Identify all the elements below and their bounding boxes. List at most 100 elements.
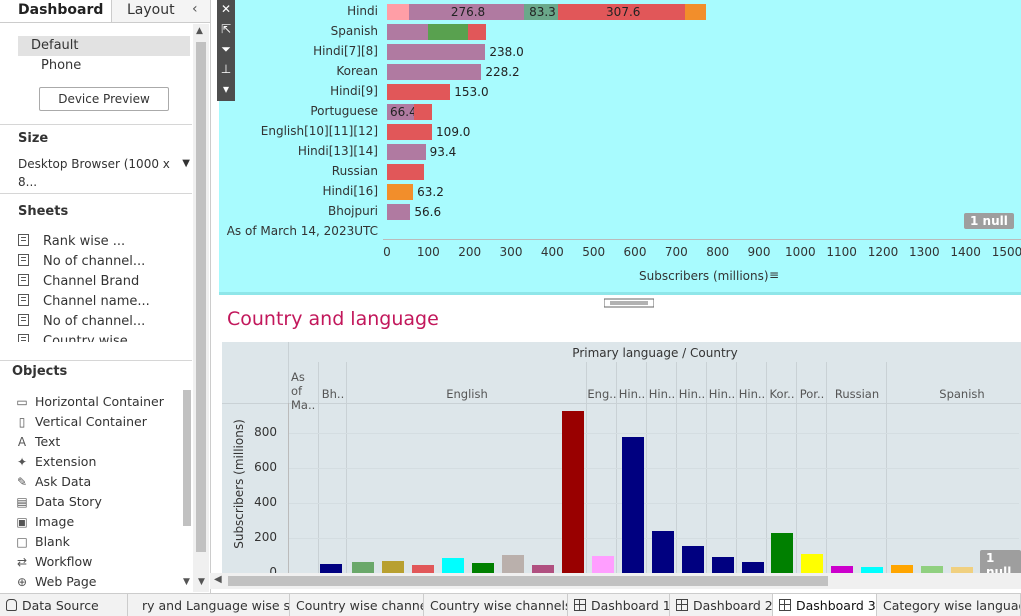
column-bar[interactable]: [861, 566, 883, 573]
column-bar[interactable]: [442, 558, 464, 573]
column-header[interactable]: Eng..: [587, 387, 617, 401]
null-indicator-badge[interactable]: 1 null: [980, 550, 1021, 573]
scroll-up-icon[interactable]: ▲: [196, 26, 203, 36]
sheet-item[interactable]: No of channel...: [18, 312, 145, 332]
column-header[interactable]: Por..: [799, 387, 825, 401]
device-phone[interactable]: Phone: [41, 58, 82, 73]
column-bar[interactable]: [771, 533, 793, 573]
object-item[interactable]: ▤ Data Story: [15, 492, 102, 512]
object-item[interactable]: ▯ Vertical Container: [15, 412, 147, 432]
close-icon[interactable]: ✕: [220, 2, 232, 16]
device-default[interactable]: Default: [18, 36, 190, 56]
column-bar[interactable]: [831, 566, 853, 573]
sheet-tab[interactable]: ry and Language wise sub...: [128, 594, 290, 616]
column-bar[interactable]: [592, 555, 614, 573]
column-bar[interactable]: [532, 565, 554, 573]
column-header[interactable]: Hin..: [708, 387, 736, 401]
tab-dashboard[interactable]: Dashboard: [0, 0, 112, 22]
column-bar[interactable]: [502, 554, 524, 573]
object-item[interactable]: ✦ Extension: [15, 452, 96, 472]
column-bar[interactable]: [652, 531, 674, 573]
scroll-left-icon[interactable]: ◀: [214, 574, 222, 585]
column-bar[interactable]: [951, 566, 973, 573]
scroll-down-icon[interactable]: ▼: [183, 577, 190, 587]
bar-segment[interactable]: [387, 184, 414, 200]
object-item[interactable]: ▣ Image: [15, 512, 74, 532]
bar-segment[interactable]: [387, 164, 425, 180]
column-header[interactable]: Kor..: [769, 387, 795, 401]
bar-segment[interactable]: [387, 84, 451, 100]
country-language-column-chart[interactable]: Primary language / Country As of Ma.. Bh..…: [222, 342, 1021, 573]
column-header[interactable]: Russian: [834, 387, 880, 401]
bar-segment[interactable]: [428, 24, 468, 40]
sheet-item[interactable]: Channel Brand: [18, 272, 139, 292]
bar-segment[interactable]: [387, 24, 429, 40]
column-header[interactable]: Bh..: [321, 387, 345, 401]
sheet-tab[interactable]: Dashboard 1: [568, 594, 670, 616]
sheet-item[interactable]: Country wise: [18, 332, 128, 342]
column-bar[interactable]: [352, 561, 374, 573]
column-bar[interactable]: [891, 565, 913, 573]
column-header[interactable]: Spanish: [939, 387, 985, 401]
sheet-tab[interactable]: Country wise channels: [424, 594, 568, 616]
bar-segment[interactable]: [523, 4, 559, 20]
device-preview-button[interactable]: Device Preview: [39, 87, 169, 111]
object-item[interactable]: ✎ Ask Data: [15, 472, 91, 492]
column-header[interactable]: Hin..: [738, 387, 766, 401]
column-bar[interactable]: [801, 553, 823, 573]
column-bar[interactable]: [682, 546, 704, 573]
column-bar[interactable]: [472, 562, 494, 573]
sheet-item[interactable]: Rank wise ...: [18, 232, 125, 252]
object-item[interactable]: ⇄ Workflow: [15, 552, 92, 572]
bar-segment[interactable]: [558, 4, 686, 20]
objects-scrollbar-thumb[interactable]: [183, 390, 191, 526]
bar-segment[interactable]: [467, 24, 487, 40]
bar-segment[interactable]: [387, 204, 411, 220]
sheet-tab[interactable]: Country wise channel: [290, 594, 424, 616]
column-header[interactable]: As of Ma..: [291, 370, 316, 412]
object-item[interactable]: ⊕ Web Page: [15, 572, 97, 592]
column-header[interactable]: Hin..: [648, 387, 676, 401]
side-panel-scrollbar[interactable]: ▲: [193, 24, 209, 592]
horizontal-scrollbar[interactable]: ◀: [210, 573, 1021, 589]
sheet-item[interactable]: No of channel...: [18, 252, 145, 272]
bar-segment[interactable]: [685, 4, 706, 20]
column-bar[interactable]: [712, 556, 734, 573]
bar-segment[interactable]: [387, 4, 410, 20]
column-bar[interactable]: [921, 566, 943, 573]
sort-icon[interactable]: ≡: [769, 268, 780, 282]
bar-segment[interactable]: [387, 44, 486, 60]
filter-icon[interactable]: ⏷: [221, 42, 231, 56]
bar-segment[interactable]: [387, 144, 426, 160]
channel-language-bar-chart[interactable]: Hindi 276.8 83.3 307.6 Spanish Hindi[7][8] 238…: [219, 0, 1021, 295]
object-item[interactable]: ▭ Horizontal Container: [15, 392, 164, 412]
column-bar[interactable]: [382, 560, 404, 573]
scrollbar-thumb[interactable]: [196, 42, 206, 552]
column-bar[interactable]: [320, 564, 342, 573]
object-item[interactable]: A Text: [15, 432, 60, 452]
column-header[interactable]: Hin..: [618, 387, 646, 401]
sheet-tab[interactable]: Category wise language: [877, 594, 1021, 616]
sheet-tab[interactable]: Dashboard 2: [670, 594, 773, 616]
resize-handle[interactable]: [603, 297, 655, 308]
go-to-sheet-icon[interactable]: ⇱: [220, 22, 232, 36]
column-bar[interactable]: [562, 411, 584, 573]
scrollbar-thumb[interactable]: [228, 576, 828, 586]
sheet-tab[interactable]: Data Source: [0, 594, 128, 616]
bar-segment[interactable]: [387, 104, 415, 120]
more-options-icon[interactable]: ▾: [222, 82, 230, 96]
collapse-panel-icon[interactable]: ‹: [192, 1, 198, 17]
column-header[interactable]: Hin..: [678, 387, 706, 401]
column-header[interactable]: English: [446, 387, 488, 401]
object-item[interactable]: □ Blank: [15, 532, 70, 552]
pin-icon[interactable]: ⊥: [220, 62, 232, 76]
scroll-down-icon[interactable]: ▼: [198, 577, 205, 587]
bar-segment[interactable]: [387, 124, 433, 140]
bar-segment[interactable]: [414, 104, 432, 120]
column-bar[interactable]: [742, 561, 764, 573]
sheet-item[interactable]: Channel name...: [18, 292, 150, 312]
column-bar[interactable]: [412, 565, 434, 573]
column-bar[interactable]: [622, 437, 644, 573]
size-dropdown[interactable]: Desktop Browser (1000 x 8... ▼: [18, 155, 192, 189]
tab-active-dashboard[interactable]: Dashboard 3: [773, 594, 877, 616]
